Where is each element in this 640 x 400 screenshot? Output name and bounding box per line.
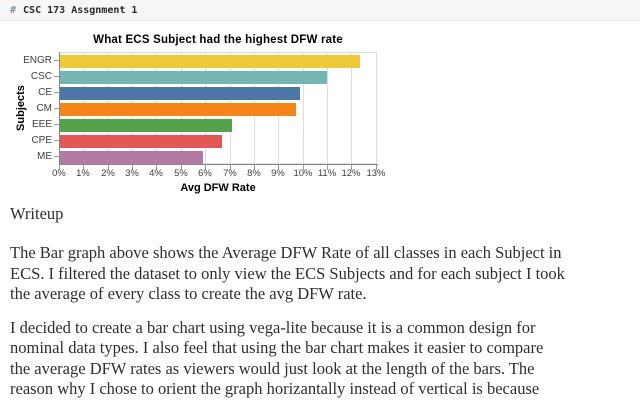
bar-csc (60, 70, 327, 84)
y-tick-label: CPE (31, 135, 52, 146)
bar-cpe (60, 134, 222, 148)
y-tick (54, 140, 59, 141)
writeup-line: I decided to create a bar chart using ve… (10, 317, 536, 337)
writeup-line: the average of every class to create the… (10, 284, 367, 303)
x-tick (108, 165, 109, 170)
writeup-line: The Bar graph above shows the Average DF… (10, 243, 562, 262)
x-tick (351, 165, 352, 170)
y-tick-label: CE (38, 87, 52, 98)
x-tick-label: 2% (101, 168, 115, 179)
y-axis-line (59, 52, 60, 165)
x-tick-label: 1% (76, 168, 90, 179)
writeup-heading: Writeup (10, 204, 64, 223)
x-tick (83, 165, 84, 170)
writeup-line: ECS. I filtered the dataset to only view… (10, 263, 565, 283)
writeup-paragraph: I decided to create a bar chart using ve… (10, 318, 610, 400)
chart-plot-area (59, 52, 377, 164)
bar-cm (60, 102, 296, 116)
x-tick (376, 165, 377, 170)
writeup-line: the average DFW rates as viewers would j… (10, 358, 535, 378)
page-title: CSC 173 Assgnment 1 (23, 4, 138, 16)
x-tick-label: 9% (271, 168, 285, 179)
writeup-paragraph: The Bar graph above shows the Average DF… (10, 243, 610, 305)
x-tick (59, 165, 60, 170)
x-tick-label: 3% (125, 168, 139, 179)
x-tick-label: 4% (149, 168, 163, 179)
y-tick (54, 108, 59, 109)
x-tick (156, 165, 157, 170)
bar-ce (60, 86, 300, 100)
y-tick (54, 60, 59, 61)
x-tick (181, 165, 182, 170)
y-tick-label: CSC (30, 71, 52, 82)
y-tick-label: EEE (31, 119, 52, 130)
gridline (351, 53, 352, 163)
y-tick-label: ME (37, 151, 52, 162)
bar-me (60, 150, 203, 164)
y-tick (54, 124, 59, 125)
chart-title: What ECS Subject had the highest DFW rat… (93, 34, 343, 46)
x-tick-label: 13% (366, 168, 386, 179)
gridline (376, 53, 377, 163)
x-tick (230, 165, 231, 170)
markdown-header: # CSC 173 Assgnment 1 (0, 0, 640, 21)
x-tick (303, 165, 304, 170)
x-tick (132, 165, 133, 170)
x-tick-label: 8% (247, 168, 261, 179)
x-tick-label: 6% (198, 168, 212, 179)
y-tick (54, 92, 59, 93)
markdown-hash-symbol: # (10, 4, 17, 16)
gridline (303, 53, 304, 163)
writeup-paragraphs: The Bar graph above shows the Average DF… (10, 243, 610, 400)
bar-eee (60, 118, 232, 132)
y-tick-label: ENGR (23, 55, 52, 66)
x-tick-label: 7% (223, 168, 237, 179)
y-tick-label: CM (36, 103, 52, 114)
writeup-line: reason why I chose to orient the graph h… (10, 379, 540, 398)
writeup-line: nominal data types. I also feel that usi… (10, 338, 544, 357)
x-tick-label: 11% (317, 168, 337, 179)
y-tick (54, 76, 59, 77)
writeup-section: Writeup The Bar graph above shows the Av… (10, 204, 610, 400)
y-tick (54, 156, 59, 157)
bar-engr (60, 54, 360, 68)
x-tick-label: 5% (174, 168, 188, 179)
x-tick (205, 165, 206, 170)
x-axis-line (59, 164, 378, 165)
x-tick-label: 10% (293, 168, 313, 179)
x-tick-label: 0% (52, 168, 66, 179)
gridline (327, 53, 328, 163)
x-tick-label: 12% (341, 168, 361, 179)
x-tick (254, 165, 255, 170)
dfw-chart: What ECS Subject had the highest DFW rat… (10, 33, 390, 198)
x-tick (327, 165, 328, 170)
x-axis-title: Avg DFW Rate (180, 182, 256, 194)
x-tick (278, 165, 279, 170)
